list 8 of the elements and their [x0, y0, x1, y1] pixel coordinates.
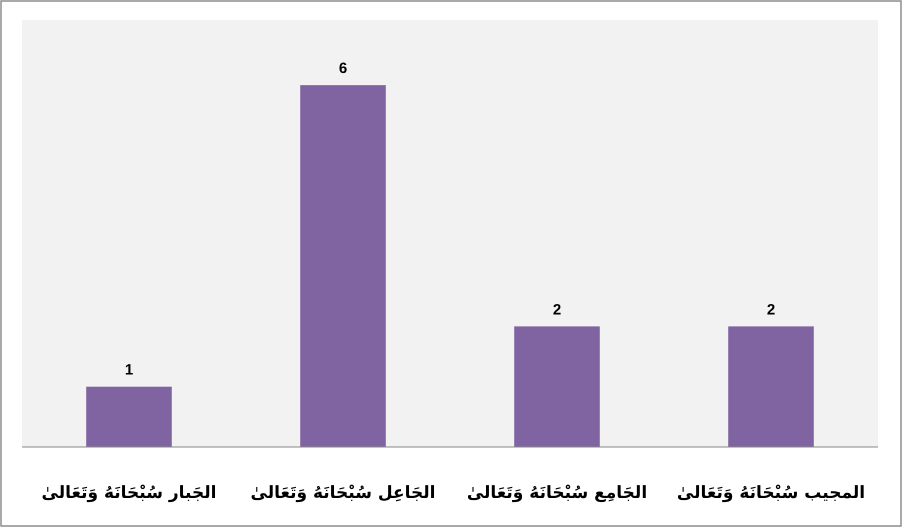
- x-tick-label: الجَبار سُبْحَانَهُ وَتَعَالىٰ: [42, 483, 216, 503]
- x-tick-label: المجيب سُبْحَانَهُ وَتَعَالىٰ: [676, 483, 866, 503]
- data-label: 6: [338, 60, 348, 78]
- data-label: 1: [124, 362, 134, 379]
- data-label: 2: [766, 301, 776, 318]
- data-label: 2: [552, 301, 562, 318]
- x-tick-label: الجَامِع سُبْحَانَهُ وَتَعَالىٰ: [466, 483, 648, 503]
- x-tick-label: الجَاعِل سُبْحَانَهُ وَتَعَالىٰ: [250, 483, 436, 503]
